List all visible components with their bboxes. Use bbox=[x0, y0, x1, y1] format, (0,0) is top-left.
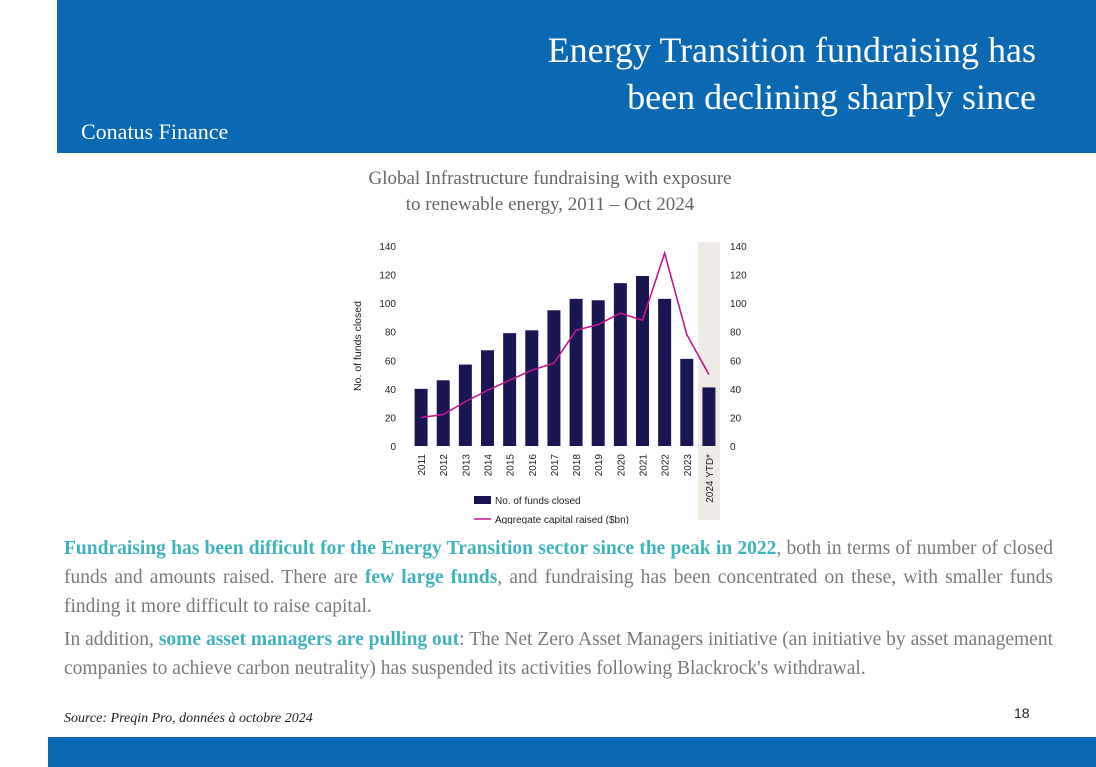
bar-funds-closed bbox=[702, 387, 716, 446]
y-tick-label-right: 20 bbox=[730, 413, 742, 424]
y-tick-label-left: 120 bbox=[379, 271, 396, 282]
highlight-few-large-funds: few large funds bbox=[364, 567, 498, 588]
x-tick-label: 2016 bbox=[528, 454, 539, 477]
y-tick-label-right: 140 bbox=[730, 242, 747, 253]
x-tick-label: 2020 bbox=[616, 454, 627, 477]
x-tick-label: 2011 bbox=[417, 454, 428, 476]
x-tick-label: 2017 bbox=[550, 454, 561, 477]
bar-funds-closed bbox=[636, 276, 649, 446]
x-tick-label: 2024 YTD* bbox=[705, 454, 716, 503]
y-tick-label-left: 60 bbox=[385, 356, 397, 367]
bar-funds-closed bbox=[658, 298, 672, 446]
chart-title-line-1: Global Infrastructure fundraising with e… bbox=[368, 168, 732, 189]
chart-title: Global Infrastructure fundraising with e… bbox=[320, 166, 780, 218]
bar-funds-closed bbox=[569, 298, 583, 446]
y-tick-label-right: 80 bbox=[730, 328, 742, 339]
legend-label-capital: Aggregate capital raised ($bn) bbox=[495, 515, 629, 524]
y-tick-label-left: 80 bbox=[385, 328, 397, 339]
y-tick-label-left: 20 bbox=[385, 413, 397, 424]
y-axis-label: No. of funds closed bbox=[352, 301, 364, 391]
bar-funds-closed bbox=[481, 350, 494, 446]
y-tick-label-right: 0 bbox=[730, 442, 736, 453]
x-tick-label: 2012 bbox=[439, 454, 450, 477]
bar-funds-closed bbox=[591, 300, 605, 446]
bar-funds-closed bbox=[458, 364, 472, 446]
y-tick-label-right: 60 bbox=[730, 356, 742, 367]
bar-funds-closed bbox=[525, 330, 539, 446]
bar-funds-closed bbox=[613, 283, 627, 446]
x-tick-label: 2023 bbox=[683, 454, 694, 477]
slide-title: Energy Transition fundraising has been d… bbox=[396, 27, 1036, 121]
slide-footer-bar bbox=[48, 737, 1096, 767]
y-tick-label-left: 100 bbox=[379, 299, 396, 310]
fundraising-chart: 0 0 20 20 40 40 60 60 80 80 100 100 120 120 140 140 No. … bbox=[340, 232, 760, 526]
y-tick-label-right: 120 bbox=[730, 271, 747, 282]
y-tick-label-left: 140 bbox=[379, 242, 396, 253]
legend-swatch-funds bbox=[474, 496, 491, 504]
slide-title-line-2: been declining sharply since bbox=[627, 77, 1036, 117]
paragraph-fundraising: Fundraising has been difficult for the E… bbox=[64, 534, 1053, 621]
x-tick-label: 2022 bbox=[661, 454, 672, 477]
x-tick-label: 2018 bbox=[572, 454, 583, 477]
bar-funds-closed bbox=[547, 310, 561, 446]
y-tick-label-right: 40 bbox=[730, 385, 742, 396]
paragraph-text: , both in terms of number of closed fund… bbox=[64, 538, 1053, 588]
paragraph-text: In addition, bbox=[64, 629, 159, 650]
chart-title-line-2: to renewable energy, 2011 – Oct 2024 bbox=[405, 194, 695, 215]
x-tick-label: 2019 bbox=[594, 454, 605, 477]
slide-header: Energy Transition fundraising has been d… bbox=[57, 0, 1096, 153]
paragraph-text: , and fundraising has been concentrated … bbox=[64, 567, 1054, 617]
x-tick-label: 2021 bbox=[639, 454, 650, 477]
x-tick-label: 2015 bbox=[506, 454, 517, 477]
bar-funds-closed bbox=[436, 380, 450, 446]
highlight-peak-2022: Fundraising has been difficult for the E… bbox=[64, 538, 777, 559]
ytd-highlight-band bbox=[697, 242, 720, 520]
y-tick-label-left: 40 bbox=[385, 385, 397, 396]
paragraph-asset-managers: In addition, some asset managers are pul… bbox=[64, 625, 1053, 683]
bar-funds-closed bbox=[680, 358, 694, 446]
page-number: 18 bbox=[1014, 705, 1030, 721]
x-tick-label: 2014 bbox=[484, 454, 495, 477]
line-capital-raised bbox=[420, 250, 710, 419]
y-tick-label-left: 0 bbox=[390, 442, 396, 453]
source-note: Source: Preqin Pro, données à octobre 20… bbox=[64, 711, 313, 726]
legend-label-funds: No. of funds closed bbox=[495, 496, 581, 507]
x-tick-label: 2013 bbox=[461, 454, 472, 477]
paragraph-text: : The Net Zero Asset Managers initiative… bbox=[64, 629, 1053, 679]
y-tick-label-right: 100 bbox=[730, 299, 747, 310]
bar-funds-closed bbox=[503, 333, 517, 446]
brand-name: Conatus Finance bbox=[81, 119, 229, 144]
highlight-pulling-out: some asset managers are pulling out bbox=[158, 629, 460, 650]
bar-funds-closed bbox=[414, 388, 428, 446]
slide-title-line-1: Energy Transition fundraising has bbox=[547, 30, 1036, 70]
